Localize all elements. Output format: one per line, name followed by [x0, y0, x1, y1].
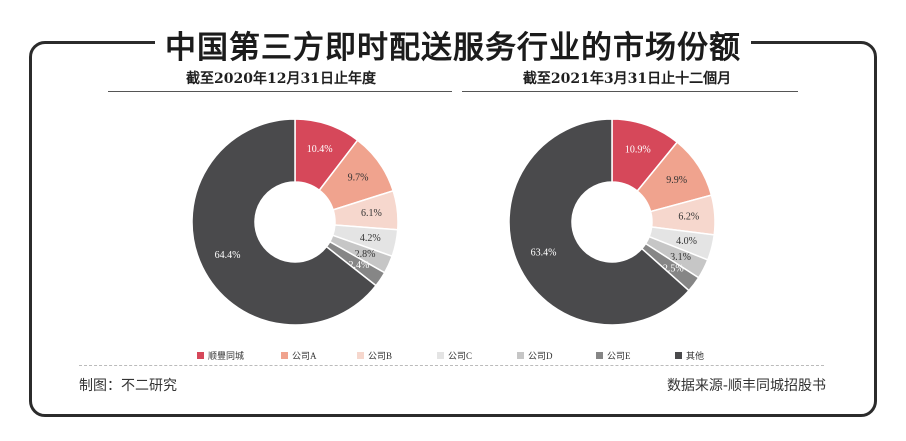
- legend: 顺豐同城 公司A 公司B 公司C 公司D 公司E 其他: [0, 347, 906, 363]
- slice-value-label: 10.9%: [625, 144, 651, 155]
- page-title: 中国第三方即时配送服务行业的市场份额: [155, 22, 751, 67]
- legend-item: 公司C: [437, 347, 472, 363]
- slice-value-label: 2.8%: [355, 249, 376, 260]
- legend-label: 公司E: [607, 350, 631, 361]
- legend-item: 顺豐同城: [197, 347, 244, 363]
- donut-chart-2020: 10.4% 9.7% 6.1% 4.2% 2.8%2.4% 64.4%: [191, 118, 399, 326]
- legend-swatch: [197, 351, 204, 359]
- source-text: 数据来源-顺丰同城招股书: [666, 378, 826, 394]
- legend-swatch: [517, 351, 524, 359]
- legend-label: 公司C: [448, 350, 473, 361]
- chart-1-subtitle: 截至2020年12月31日止年度: [186, 71, 376, 87]
- slice-7: [508, 118, 690, 326]
- legend-swatch: [357, 351, 364, 359]
- slice-value-label: 4.0%: [676, 236, 697, 247]
- legend-swatch: [437, 351, 444, 359]
- slice-value-label: 9.7%: [348, 173, 369, 184]
- footer-divider: [79, 365, 824, 366]
- legend-swatch: [596, 351, 603, 359]
- slice-value-label: 6.1%: [361, 208, 382, 219]
- legend-swatch: [675, 351, 682, 359]
- slice-value-label: 2.4%: [349, 260, 370, 271]
- legend-label: 公司A: [292, 350, 317, 361]
- chart-2-rule: [462, 91, 798, 92]
- page-title-wrap: 中国第三方即时配送服务行业的市场份额: [0, 22, 906, 67]
- legend-label: 其他: [686, 350, 705, 361]
- legend-item: 公司A: [281, 347, 317, 363]
- donut-chart-2021: 10.9% 9.9% 6.2% 4.0% 3.1%2.5% 63.4%: [508, 118, 716, 326]
- slice-7: [191, 118, 378, 326]
- legend-item: 公司D: [517, 347, 553, 363]
- legend-label: 顺豐同城: [208, 350, 245, 361]
- credit-text: 制图：不二研究: [79, 378, 177, 394]
- legend-swatch: [281, 351, 288, 359]
- chart-2-subtitle: 截至2021年3月31日止十二個月: [522, 71, 732, 87]
- legend-label: 公司D: [528, 350, 553, 361]
- legend-label: 公司B: [368, 350, 393, 361]
- slice-value-label: 10.4%: [307, 144, 333, 155]
- slice-value-label: 63.4%: [531, 248, 557, 259]
- slice-value-label: 3.1%: [670, 252, 691, 263]
- slice-value-label: 64.4%: [215, 250, 241, 261]
- legend-item: 公司E: [596, 347, 631, 363]
- legend-item: 其他: [675, 347, 704, 363]
- slice-value-label: 4.2%: [360, 233, 381, 244]
- slice-value-label: 2.5%: [663, 264, 684, 275]
- legend-item: 公司B: [357, 347, 392, 363]
- chart-1-rule: [108, 91, 452, 92]
- slice-value-label: 6.2%: [678, 212, 699, 223]
- slice-value-label: 9.9%: [666, 175, 687, 186]
